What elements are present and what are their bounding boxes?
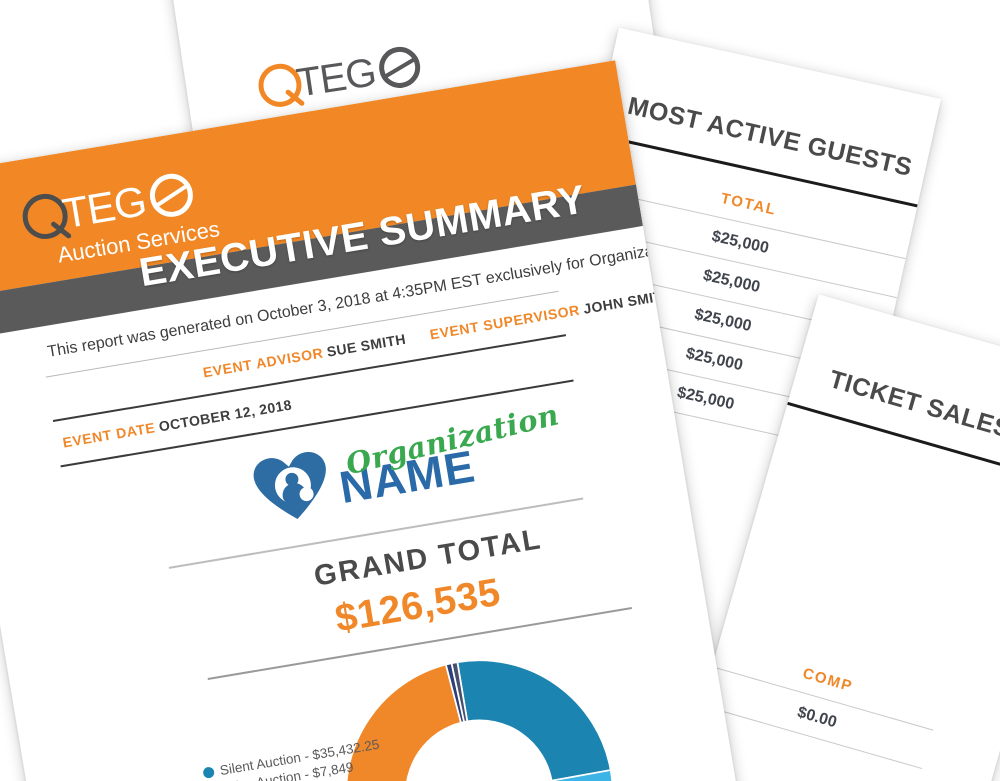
organization-logo: Organization NAME bbox=[248, 397, 569, 528]
svg-text:TEG: TEG bbox=[294, 50, 379, 105]
chart-legend: Silent Auction - $35,432.25 Live Auction… bbox=[202, 737, 392, 781]
ticket-sales-title: TICKET SALES bbox=[826, 365, 1000, 444]
event-advisor-value: SUE SMITH bbox=[325, 330, 407, 360]
background-report-page: TEG bbox=[168, 0, 682, 293]
event-advisor-label: EVENT ADVISOR bbox=[201, 344, 325, 381]
executive-summary-page: TEG Auction Services EXECUTIVE SUMMARY T… bbox=[0, 60, 764, 781]
heart-person-icon bbox=[253, 452, 326, 519]
svg-text:TEG: TEG bbox=[59, 177, 149, 237]
legend-color-dot bbox=[202, 766, 216, 779]
most-active-guests-title: MOST ACTIVE GUESTS bbox=[625, 91, 915, 183]
revenue-donut-chart bbox=[312, 627, 646, 781]
event-date-label: EVENT DATE bbox=[61, 419, 157, 451]
qtego-logo-dark: TEG bbox=[253, 33, 460, 123]
ticket-sales-table: COMP $0.00 bbox=[700, 640, 941, 770]
